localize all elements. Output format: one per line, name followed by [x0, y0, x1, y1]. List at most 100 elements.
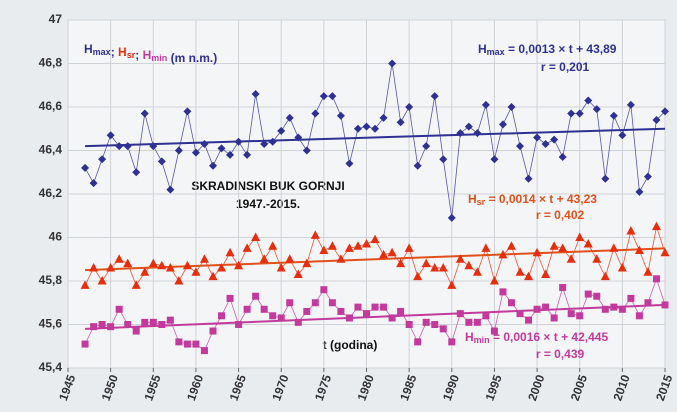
legend-symbol: H: [84, 42, 93, 56]
legend-symbol: H: [143, 48, 152, 62]
point: [124, 321, 132, 328]
legend-sub: max: [93, 47, 111, 57]
point: [525, 316, 533, 324]
point: [285, 254, 295, 263]
point: [252, 292, 260, 300]
point: [542, 303, 550, 311]
point: [81, 340, 89, 348]
point: [268, 137, 277, 146]
equation-symbol: H: [468, 192, 477, 206]
point: [302, 146, 311, 155]
legend-sep: ;: [135, 48, 142, 62]
legend: Hmax; Hsr; Hmin (m n.m.): [84, 42, 217, 65]
point: [328, 299, 336, 307]
point: [370, 234, 380, 244]
equation-body: = 0,0014 × t + 43,23: [485, 192, 597, 206]
point: [507, 103, 516, 111]
point: [405, 321, 413, 328]
point: [362, 122, 371, 131]
trend-line: [85, 127, 666, 148]
point: [447, 213, 456, 222]
point: [327, 241, 337, 250]
point: [635, 312, 643, 320]
point: [558, 243, 568, 252]
point: [225, 247, 235, 257]
point: [388, 59, 397, 68]
point: [209, 327, 217, 335]
point: [490, 155, 499, 164]
equation-sub: max: [487, 47, 505, 57]
point: [379, 113, 388, 122]
point: [661, 107, 669, 116]
point: [208, 271, 218, 281]
point: [414, 338, 422, 346]
chart-title: SKRADINSKI BUK GORNJI: [191, 179, 344, 193]
point: [141, 318, 149, 326]
point: [200, 347, 208, 355]
point: [550, 135, 559, 144]
point: [336, 111, 345, 120]
point: [226, 150, 235, 159]
point: [498, 120, 507, 129]
point: [439, 155, 448, 164]
point: [217, 144, 226, 153]
point: [89, 179, 98, 188]
trend-r: r = 0,439: [536, 347, 585, 361]
point: [593, 292, 601, 300]
point: [396, 258, 406, 268]
equation-sub: sr: [477, 197, 486, 207]
point: [191, 148, 200, 157]
point: [106, 262, 116, 272]
point: [277, 126, 286, 135]
point: [362, 239, 371, 248]
x-axis-label: t (godina): [323, 338, 378, 352]
point: [311, 299, 319, 307]
point: [592, 254, 602, 263]
point: [447, 280, 457, 289]
point: [251, 232, 261, 241]
point: [472, 267, 482, 276]
point: [397, 307, 405, 315]
point: [584, 290, 592, 298]
point: [482, 312, 490, 320]
trend-r: r = 0,402: [536, 208, 585, 222]
point: [448, 338, 456, 346]
point: [652, 275, 660, 283]
point: [575, 232, 585, 241]
y-tick-label: 46: [49, 230, 63, 244]
y-tick-label: 46,6: [39, 99, 63, 113]
point: [148, 258, 158, 268]
point: [259, 254, 269, 263]
equation-sub: min: [474, 335, 490, 345]
point: [481, 100, 490, 109]
point: [626, 225, 636, 235]
legend-sub: sr: [127, 50, 136, 60]
point: [89, 262, 99, 272]
point: [634, 245, 644, 255]
point: [481, 243, 491, 252]
point: [140, 267, 150, 276]
y-tick-label: 45,6: [39, 317, 63, 331]
point: [396, 118, 405, 127]
point: [174, 146, 183, 155]
point: [132, 327, 140, 335]
point: [132, 168, 141, 177]
point: [226, 294, 234, 302]
point: [464, 122, 473, 131]
point: [566, 254, 576, 263]
point: [516, 142, 525, 151]
point: [430, 262, 440, 272]
point: [652, 116, 661, 125]
point: [90, 323, 98, 331]
point: [660, 247, 670, 257]
trend-equation: Hmin = 0,0016 × t + 42,445: [465, 330, 608, 345]
point: [618, 305, 626, 313]
point: [438, 262, 448, 272]
point: [421, 258, 431, 268]
point: [413, 161, 422, 170]
point: [269, 312, 277, 320]
point: [371, 303, 379, 311]
point: [157, 260, 167, 270]
y-tick-label: 46,2: [39, 186, 63, 200]
